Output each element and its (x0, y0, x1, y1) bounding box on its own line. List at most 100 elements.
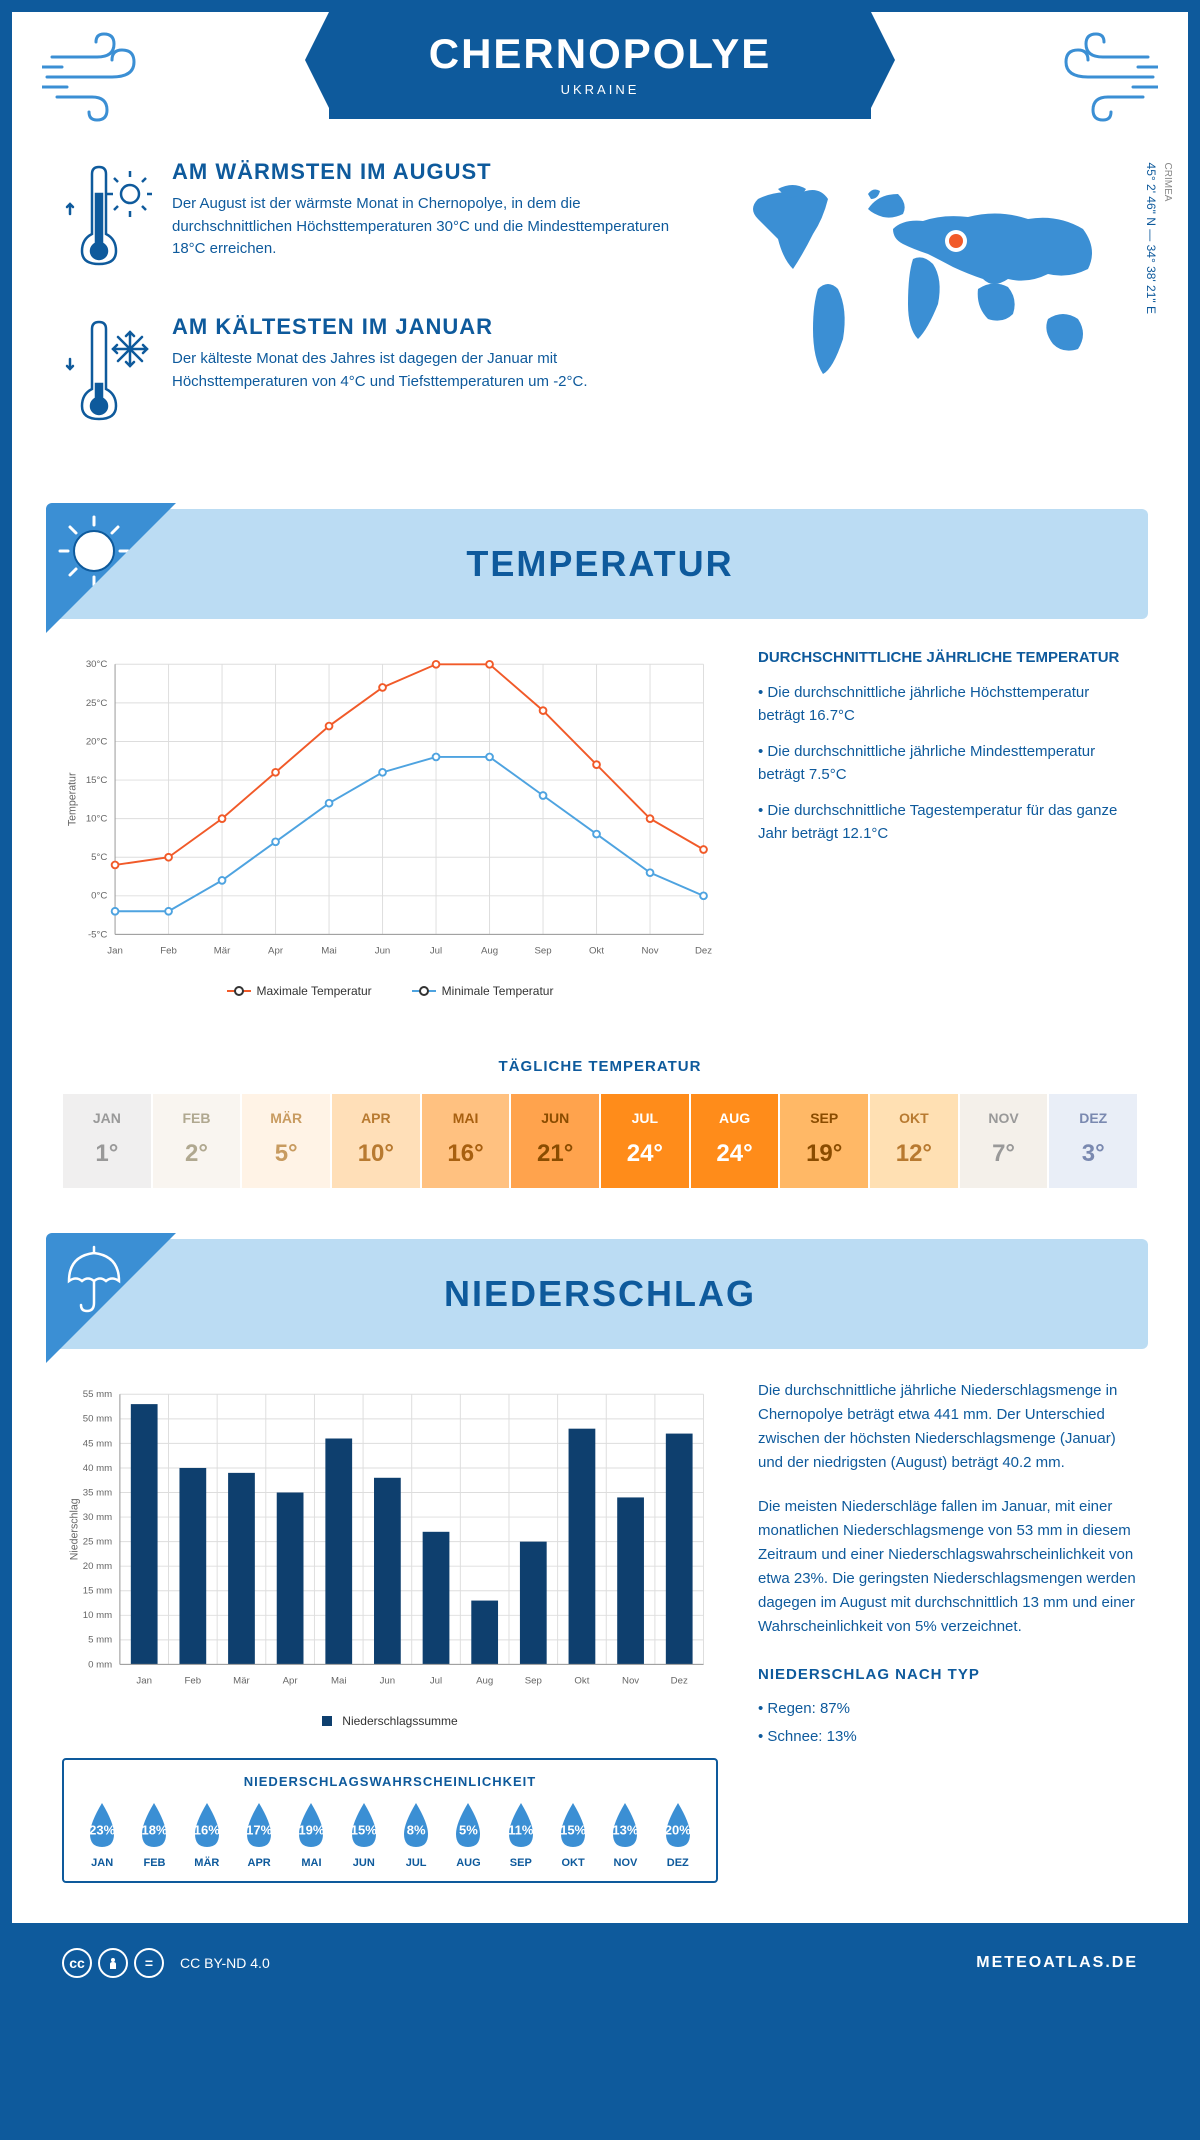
coldest-title: AM KÄLTESTEN IM JANUAR (172, 314, 678, 340)
svg-text:15°C: 15°C (86, 775, 108, 786)
drop-value: 16% (194, 1823, 220, 1838)
coords-text: 45° 2' 46" N — 34° 38' 21" E (1144, 163, 1158, 314)
drop-month: OKT (547, 1857, 599, 1869)
svg-text:Jun: Jun (380, 1676, 396, 1687)
drop-month: AUG (442, 1857, 494, 1869)
svg-text:Jul: Jul (430, 1676, 442, 1687)
drop-month: MAI (285, 1857, 337, 1869)
drop-month: FEB (128, 1857, 180, 1869)
temp-cell: FEB2° (152, 1093, 242, 1189)
svg-text:Sep: Sep (525, 1676, 542, 1687)
precipitation-header: NIEDERSCHLAG (52, 1239, 1148, 1349)
svg-text:15 mm: 15 mm (83, 1586, 112, 1597)
temp-cell: AUG24° (690, 1093, 780, 1189)
temp-cell-value: 24° (601, 1140, 689, 1168)
drop-icon: 15% (553, 1801, 593, 1851)
svg-text:Dez: Dez (695, 946, 712, 957)
sun-icon (54, 511, 134, 591)
temp-cell-month: DEZ (1049, 1110, 1137, 1126)
temp-cell-value: 2° (153, 1140, 241, 1168)
svg-text:Okt: Okt (589, 946, 604, 957)
svg-text:25°C: 25°C (86, 698, 108, 709)
temp-cell-month: JAN (63, 1110, 151, 1126)
drop-value: 5% (459, 1823, 478, 1838)
prob-title: NIEDERSCHLAGSWAHRSCHEINLICHKEIT (76, 1774, 704, 1789)
svg-text:35 mm: 35 mm (83, 1487, 112, 1498)
svg-text:10 mm: 10 mm (83, 1610, 112, 1621)
drop-value: 11% (508, 1823, 533, 1838)
svg-text:Aug: Aug (481, 946, 498, 957)
drop-icon: 20% (658, 1801, 698, 1851)
drop-cell: 19% MAI (285, 1801, 337, 1869)
drop-cell: 11% SEP (495, 1801, 547, 1869)
cc-icon: cc (62, 1948, 92, 1978)
svg-text:Nov: Nov (641, 946, 658, 957)
svg-text:45 mm: 45 mm (83, 1438, 112, 1449)
precip-paragraph: Die meisten Niederschläge fallen im Janu… (758, 1495, 1138, 1639)
intro-section: AM WÄRMSTEN IM AUGUST Der August ist der… (12, 149, 1188, 499)
precip-type-title: NIEDERSCHLAG NACH TYP (758, 1663, 1138, 1687)
drop-icon: 8% (396, 1801, 436, 1851)
drop-value: 17% (246, 1823, 272, 1838)
summary-bullet: • Die durchschnittliche jährliche Höchst… (758, 682, 1138, 727)
svg-text:20 mm: 20 mm (83, 1561, 112, 1572)
drop-cell: 15% OKT (547, 1801, 599, 1869)
title-banner: CHERNOPOLYE UKRAINE (329, 12, 872, 119)
temp-cell: APR10° (331, 1093, 421, 1189)
drop-cell: 16% MÄR (181, 1801, 233, 1869)
drop-icon: 11% (501, 1801, 541, 1851)
svg-text:Nov: Nov (622, 1676, 639, 1687)
temp-cell-month: MÄR (242, 1110, 330, 1126)
svg-text:Temperatur: Temperatur (67, 772, 79, 826)
precipitation-probability: NIEDERSCHLAGSWAHRSCHEINLICHKEIT 23% JAN … (62, 1758, 718, 1883)
drop-value: 20% (665, 1823, 691, 1838)
drop-month: JUN (338, 1857, 390, 1869)
svg-text:Sep: Sep (534, 946, 551, 957)
drop-cell: 8% JUL (390, 1801, 442, 1869)
coldest-body: Der kälteste Monat des Jahres ist dagege… (172, 348, 678, 393)
warmest-fact: AM WÄRMSTEN IM AUGUST Der August ist der… (62, 159, 678, 284)
temp-cell-value: 19° (780, 1140, 868, 1168)
temp-cell-value: 1° (63, 1140, 151, 1168)
drop-icon: 13% (605, 1801, 645, 1851)
drop-cell: 20% DEZ (652, 1801, 704, 1869)
city-name: CHERNOPOLYE (429, 30, 772, 78)
svg-text:Jan: Jan (136, 1676, 152, 1687)
temperature-summary: DURCHSCHNITTLICHE JÄHRLICHE TEMPERATUR •… (758, 649, 1138, 998)
drop-icon: 16% (187, 1801, 227, 1851)
drop-icon: 18% (134, 1801, 174, 1851)
bar-legend: Niederschlagssumme (62, 1714, 718, 1728)
svg-text:Mai: Mai (321, 946, 337, 957)
drop-month: JAN (76, 1857, 128, 1869)
country-name: UKRAINE (429, 82, 772, 97)
drop-value: 23% (89, 1823, 115, 1838)
coldest-fact: AM KÄLTESTEN IM JANUAR Der kälteste Mona… (62, 314, 678, 439)
license-text: CC BY-ND 4.0 (180, 1955, 270, 1971)
temp-cell-month: APR (332, 1110, 420, 1126)
svg-text:5°C: 5°C (91, 852, 107, 863)
temp-cell-month: JUL (601, 1110, 689, 1126)
bar-legend-label: Niederschlagssumme (342, 1714, 457, 1728)
drop-month: DEZ (652, 1857, 704, 1869)
drop-icon: 19% (291, 1801, 331, 1851)
svg-text:Feb: Feb (185, 1676, 202, 1687)
svg-text:Niederschlag: Niederschlag (68, 1498, 80, 1560)
nd-icon: = (134, 1948, 164, 1978)
svg-text:Jul: Jul (430, 946, 442, 957)
header: CHERNOPOLYE UKRAINE (12, 12, 1188, 149)
temp-cell-month: MAI (422, 1110, 510, 1126)
drop-month: APR (233, 1857, 285, 1869)
svg-text:-5°C: -5°C (88, 929, 107, 940)
svg-text:Feb: Feb (160, 946, 177, 957)
svg-text:Mai: Mai (331, 1676, 347, 1687)
temp-cell: JUL 24° (600, 1093, 690, 1189)
thermometer-cold-icon (62, 314, 152, 439)
temp-cell-value: 7° (960, 1140, 1048, 1168)
temp-cell: SEP19° (779, 1093, 869, 1189)
drop-cell: 17% APR (233, 1801, 285, 1869)
temp-cell-value: 3° (1049, 1140, 1137, 1168)
drop-cell: 15% JUN (338, 1801, 390, 1869)
temp-legend: Maximale Temperatur Minimale Temperatur (62, 984, 718, 998)
drop-cell: 18% FEB (128, 1801, 180, 1869)
drop-value: 15% (351, 1823, 377, 1838)
